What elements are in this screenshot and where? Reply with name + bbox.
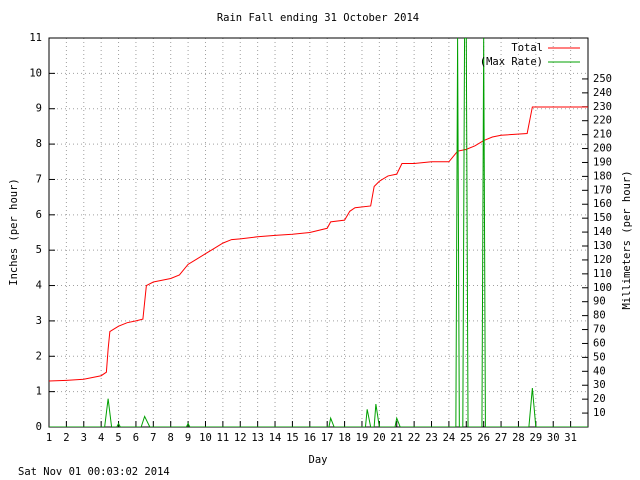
x-tick-label: 21 bbox=[390, 432, 403, 444]
legend-label: (Max Rate) bbox=[480, 56, 543, 68]
data-line bbox=[49, 38, 588, 427]
y2-tick-label: 140 bbox=[593, 226, 612, 238]
y2-tick-label: 100 bbox=[593, 282, 612, 294]
x-tick-label: 14 bbox=[269, 432, 282, 444]
x-tick-label: 3 bbox=[81, 432, 87, 444]
y2-tick-label: 240 bbox=[593, 87, 612, 99]
y2-tick-label: 60 bbox=[593, 337, 606, 349]
x-axis-label: Day bbox=[309, 454, 328, 466]
x-tick-label: 26 bbox=[477, 432, 490, 444]
y2-tick-label: 90 bbox=[593, 296, 606, 308]
x-tick-label: 27 bbox=[495, 432, 508, 444]
x-tick-label: 22 bbox=[408, 432, 421, 444]
x-tick-label: 19 bbox=[356, 432, 369, 444]
x-tick-label: 6 bbox=[133, 432, 139, 444]
y2-axis-label: Millimeters (per hour) bbox=[621, 170, 633, 309]
y-tick-label: 11 bbox=[29, 32, 42, 44]
y2-tick-label: 190 bbox=[593, 156, 612, 168]
y2-tick-label: 230 bbox=[593, 101, 612, 113]
x-tick-label: 30 bbox=[547, 432, 560, 444]
y2-tick-label: 50 bbox=[593, 351, 606, 363]
y2-tick-label: 30 bbox=[593, 379, 606, 391]
y-tick-label: 0 bbox=[36, 421, 42, 433]
y-tick-label: 9 bbox=[36, 103, 42, 115]
x-tick-label: 5 bbox=[115, 432, 121, 444]
plot-area bbox=[49, 38, 588, 427]
y2-tick-label: 180 bbox=[593, 170, 612, 182]
x-tick-label: 28 bbox=[512, 432, 525, 444]
y2-tick-label: 80 bbox=[593, 310, 606, 322]
y-tick-label: 7 bbox=[36, 173, 42, 185]
y2-tick-label: 20 bbox=[593, 393, 606, 405]
plot-frame bbox=[48, 37, 589, 428]
legend-label: Total bbox=[511, 42, 543, 54]
y2-tick-label: 70 bbox=[593, 324, 606, 336]
y2-tick-label: 110 bbox=[593, 268, 612, 280]
x-tick-label: 1 bbox=[46, 432, 52, 444]
x-tick-label: 31 bbox=[564, 432, 577, 444]
x-tick-label: 2 bbox=[63, 432, 69, 444]
y-axis-label: Inches (per hour) bbox=[8, 178, 20, 285]
x-tick-label: 23 bbox=[425, 432, 438, 444]
y-tick-label: 4 bbox=[36, 280, 42, 292]
x-tick-label: 18 bbox=[338, 432, 351, 444]
x-tick-label: 7 bbox=[150, 432, 156, 444]
y2-tick-label: 10 bbox=[593, 407, 606, 419]
y-tick-label: 1 bbox=[36, 386, 42, 398]
y-tick-label: 8 bbox=[36, 138, 42, 150]
footer: Sat Nov 01 00:03:02 2014 bbox=[18, 466, 170, 478]
x-tick-label: 13 bbox=[251, 432, 264, 444]
y2-tick-label: 170 bbox=[593, 184, 612, 196]
y2-tick-label: 220 bbox=[593, 115, 612, 127]
y-tick-label: 2 bbox=[36, 350, 42, 362]
x-tick-label: 12 bbox=[234, 432, 247, 444]
x-tick-label: 17 bbox=[321, 432, 334, 444]
x-tick-label: 11 bbox=[217, 432, 230, 444]
y2-tick-label: 210 bbox=[593, 129, 612, 141]
y2-tick-label: 40 bbox=[593, 365, 606, 377]
y2-tick-label: 130 bbox=[593, 240, 612, 252]
y-tick-label: 10 bbox=[29, 67, 42, 79]
x-tick-label: 4 bbox=[98, 432, 104, 444]
y2-tick-label: 250 bbox=[593, 73, 612, 85]
data-line bbox=[49, 106, 588, 382]
x-tick-label: 29 bbox=[530, 432, 543, 444]
x-tick-label: 10 bbox=[199, 432, 212, 444]
x-tick-label: 15 bbox=[286, 432, 299, 444]
x-tick-label: 16 bbox=[303, 432, 316, 444]
y-tick-label: 5 bbox=[36, 244, 42, 256]
x-tick-label: 25 bbox=[460, 432, 473, 444]
y-tick-label: 3 bbox=[36, 315, 42, 327]
y-tick-label: 6 bbox=[36, 209, 42, 221]
chart-title: Rain Fall ending 31 October 2014 bbox=[217, 12, 419, 24]
y2-tick-label: 200 bbox=[593, 143, 612, 155]
x-tick-label: 9 bbox=[185, 432, 191, 444]
x-tick-label: 24 bbox=[443, 432, 456, 444]
y2-tick-label: 120 bbox=[593, 254, 612, 266]
x-tick-label: 8 bbox=[168, 432, 174, 444]
y2-tick-label: 150 bbox=[593, 212, 612, 224]
y2-tick-label: 160 bbox=[593, 198, 612, 210]
x-tick-label: 20 bbox=[373, 432, 386, 444]
